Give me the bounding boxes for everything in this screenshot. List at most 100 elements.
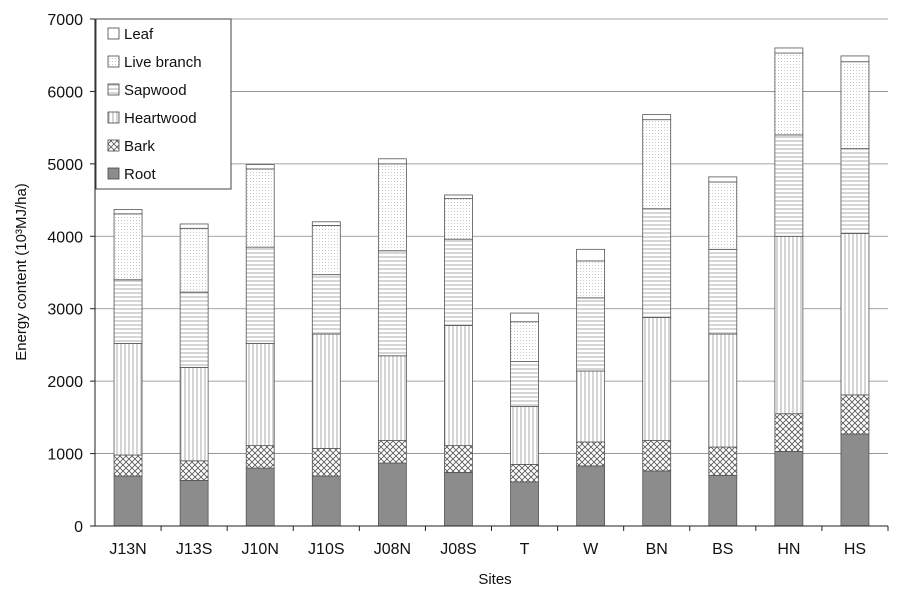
bar-segment-root <box>377 462 407 527</box>
y-tick-labels: 0 1000 2000 3000 4000 5000 6000 7000 <box>47 12 95 536</box>
bar-stack <box>377 158 407 527</box>
bar-segment-sapwood <box>840 148 870 234</box>
bar-stack <box>510 312 539 527</box>
bar-segment-leaf <box>576 248 606 262</box>
bar-segment-root <box>774 450 804 527</box>
legend-swatch <box>107 55 120 68</box>
bar-segment-live-branch <box>179 227 209 293</box>
x-tick-labels: J13N J13S J10N J10S J08N J08S T W BN BS HN HS <box>109 526 889 558</box>
bar-segment-heartwood <box>245 343 275 447</box>
bar-stack <box>444 194 473 527</box>
bar-segment-heartwood <box>113 343 143 456</box>
bar-segment-root <box>510 481 539 527</box>
x-tick-label: J08S <box>440 541 476 558</box>
bar-segment-sapwood <box>642 208 672 318</box>
bar-segment-sapwood <box>708 248 738 335</box>
legend-box <box>95 18 232 190</box>
bar-segment-leaf <box>377 158 407 165</box>
bar-segment-live-branch <box>840 61 870 150</box>
y-axis-title: Energy content (10³MJ/ha) <box>13 183 30 361</box>
legend: Leaf Live branch Sapwood Heartwood Bark Root <box>95 18 232 190</box>
bar-segment-leaf <box>179 223 209 229</box>
bar-segment-live-branch <box>377 163 407 252</box>
x-tick-label: J13N <box>109 541 146 558</box>
bar-segment-heartwood <box>840 232 870 396</box>
legend-swatch <box>107 27 120 40</box>
bar-segment-leaf <box>642 114 672 121</box>
bar-segment-sapwood <box>377 250 407 357</box>
bar-segment-heartwood <box>311 333 341 449</box>
bar-segment-sapwood <box>444 238 473 326</box>
bar-segment-bark <box>444 445 473 473</box>
bar-segment-root <box>113 475 143 527</box>
legend-swatch <box>107 139 120 152</box>
bar-segment-leaf <box>510 312 539 323</box>
bar-segment-heartwood <box>377 355 407 441</box>
bar-segment-bark <box>576 441 606 467</box>
x-tick-label: HN <box>777 541 800 558</box>
bar-segment-sapwood <box>774 134 804 237</box>
legend-label: Root <box>124 166 157 183</box>
bar-segment-root <box>311 475 341 527</box>
y-tick-label: 6000 <box>47 84 83 101</box>
bar-segment-bark <box>179 460 209 481</box>
bar-segment-root <box>642 470 672 527</box>
y-tick-label: 1000 <box>47 447 83 464</box>
legend-swatch <box>107 111 120 124</box>
y-tick-label: 3000 <box>47 302 83 319</box>
bar-stack <box>642 114 672 527</box>
bar-segment-sapwood <box>510 361 539 407</box>
bar-segment-heartwood <box>179 366 209 462</box>
legend-swatch <box>107 83 120 96</box>
bar-stack <box>311 221 341 527</box>
bar-segment-root <box>708 474 738 527</box>
bar-segment-heartwood <box>576 370 606 443</box>
bar-segment-live-branch <box>113 213 143 281</box>
y-tick-label: 2000 <box>47 374 83 391</box>
bar-segment-live-branch <box>311 225 341 276</box>
bar-segment-bark <box>774 413 804 452</box>
bar-segment-root <box>444 472 473 527</box>
bar-segment-live-branch <box>444 198 473 240</box>
bar-segment-leaf <box>774 47 804 54</box>
bar-segment-heartwood <box>444 324 473 447</box>
bar-segment-heartwood <box>510 406 539 465</box>
bar-stack <box>840 55 870 527</box>
bar-segment-leaf <box>840 55 870 63</box>
bar-segment-bark <box>642 440 672 472</box>
bar-segment-leaf <box>245 164 275 170</box>
bar-segment-heartwood <box>708 333 738 448</box>
bar-segment-bark <box>245 445 275 469</box>
legend-label: Heartwood <box>124 110 197 127</box>
bar-segment-root <box>576 465 606 527</box>
bar-segment-sapwood <box>179 291 209 368</box>
bar-stack <box>708 176 738 527</box>
bars <box>113 47 870 527</box>
bar-segment-heartwood <box>774 235 804 415</box>
x-tick-label: BS <box>712 541 733 558</box>
bar-stack <box>245 164 275 527</box>
bar-segment-live-branch <box>774 52 804 136</box>
bar-segment-live-branch <box>576 260 606 299</box>
bar-segment-bark <box>311 448 341 477</box>
bar-segment-sapwood <box>113 279 143 344</box>
y-tick-label: 7000 <box>47 12 83 29</box>
legend-swatch <box>107 167 120 180</box>
bar-segment-leaf <box>113 209 143 215</box>
bar-segment-heartwood <box>642 317 672 441</box>
bar-segment-bark <box>377 440 407 464</box>
bar-segment-bark <box>840 394 870 435</box>
bar-segment-bark <box>510 464 539 483</box>
bar-segment-live-branch <box>642 119 672 210</box>
bar-segment-sapwood <box>245 246 275 344</box>
bar-segment-live-branch <box>510 321 539 362</box>
bar-segment-live-branch <box>708 181 738 250</box>
bar-segment-sapwood <box>576 297 606 372</box>
bar-stack <box>113 209 143 527</box>
bar-segment-leaf <box>444 194 473 200</box>
x-tick-label: J10S <box>308 541 344 558</box>
y-tick-label: 5000 <box>47 157 83 174</box>
bar-stack <box>774 47 804 527</box>
legend-label: Live branch <box>124 54 202 71</box>
